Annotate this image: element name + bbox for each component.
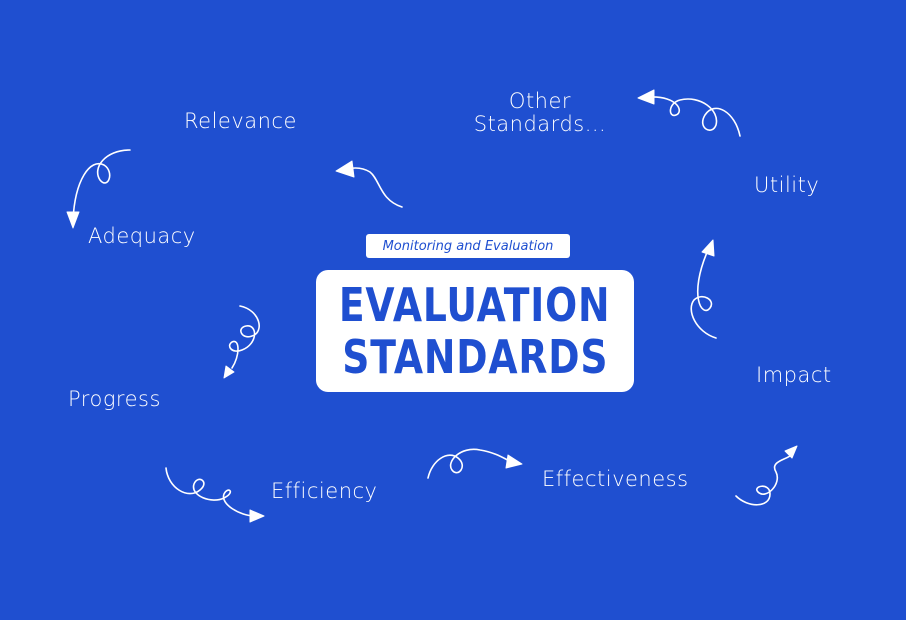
utility-label: Utility	[754, 173, 820, 197]
adequacy-label: Adequacy	[88, 224, 196, 248]
title-line-1: EVALUATION	[339, 278, 611, 332]
other-standards-line2: Standards...	[473, 112, 607, 137]
relevance-label: Relevance	[184, 109, 297, 133]
subtitle-badge: Monitoring and Evaluation	[366, 234, 570, 258]
arrow-to-efficiency	[165, 467, 265, 523]
arrow-to-utility	[690, 239, 717, 339]
subtitle-text: Monitoring and Evaluation	[382, 238, 554, 254]
other-standards-label: Other Standards...	[470, 89, 610, 137]
arrow-to-adequacy	[66, 149, 131, 229]
effectiveness-label: Effectiveness	[542, 467, 689, 491]
progress-label: Progress	[68, 387, 161, 411]
other-standards-line1: Other	[508, 89, 572, 113]
arrow-to-other-standards	[637, 89, 741, 137]
efficiency-label: Efficiency	[271, 479, 378, 503]
arrow-to-impact	[735, 445, 798, 506]
title-line-2: STANDARDS	[341, 330, 609, 384]
impact-label: Impact	[756, 363, 832, 387]
arrow-to-relevance	[335, 160, 403, 208]
title-box: EVALUATION STANDARDS	[316, 270, 634, 392]
arrow-to-progress	[223, 305, 260, 379]
arrow-to-effectiveness	[427, 448, 523, 479]
